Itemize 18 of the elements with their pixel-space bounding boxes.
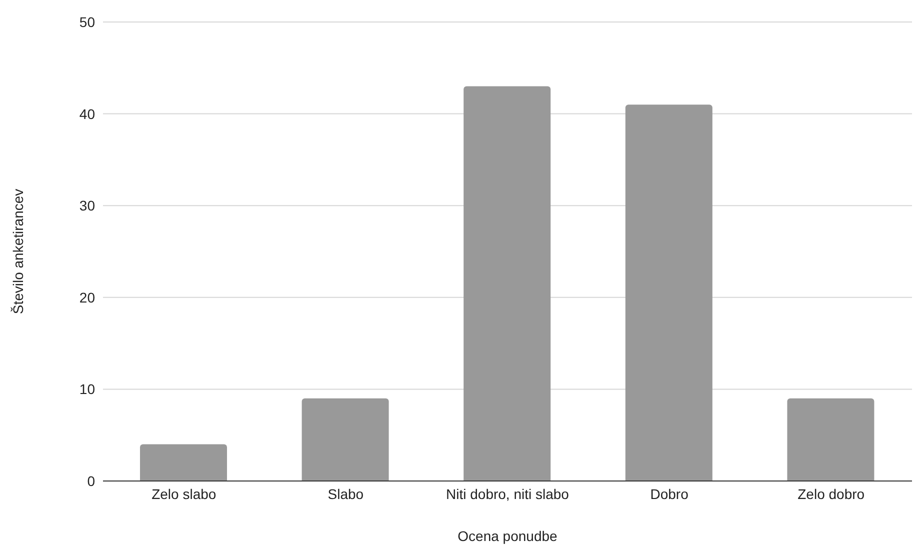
y-axis-title: Število anketirancev bbox=[10, 188, 26, 314]
bar bbox=[787, 398, 874, 481]
y-tick-label: 30 bbox=[79, 198, 96, 214]
bar bbox=[625, 104, 712, 481]
bar bbox=[302, 398, 389, 481]
x-tick-label: Zelo slabo bbox=[152, 486, 216, 502]
x-tick-label: Zelo dobro bbox=[798, 486, 865, 502]
y-tick-label: 50 bbox=[79, 14, 96, 30]
y-tick-label: 20 bbox=[79, 289, 96, 306]
x-tick-label: Niti dobro, niti slabo bbox=[446, 486, 570, 502]
bar bbox=[140, 444, 227, 481]
y-tick-label: 40 bbox=[79, 106, 96, 122]
x-axis-title: Ocena ponudbe bbox=[458, 528, 558, 544]
bar bbox=[464, 86, 551, 481]
x-tick-label: Dobro bbox=[650, 486, 689, 502]
y-tick-label: 0 bbox=[87, 472, 96, 489]
x-tick-label: Slabo bbox=[328, 486, 364, 502]
y-tick-label: 10 bbox=[79, 381, 96, 398]
